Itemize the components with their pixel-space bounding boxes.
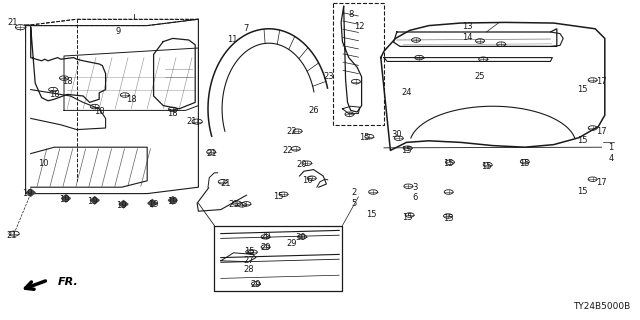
Text: 5: 5 [351,199,356,208]
Text: 22: 22 [283,146,293,155]
Polygon shape [148,200,157,207]
Text: 11: 11 [227,36,237,44]
Text: 17: 17 [596,77,607,86]
Text: 15: 15 [401,146,412,155]
Text: 6: 6 [412,193,417,202]
Text: FR.: FR. [58,276,78,287]
Text: 15: 15 [481,162,492,171]
Text: 19: 19 [59,196,69,204]
Text: 23: 23 [323,72,333,81]
Text: 19: 19 [22,189,32,198]
Text: 19: 19 [116,201,127,210]
Text: 21: 21 [228,200,239,209]
Text: 26: 26 [308,106,319,115]
Text: 2: 2 [351,188,356,197]
Text: 19: 19 [168,197,178,206]
Text: 21: 21 [187,117,197,126]
Text: 30: 30 [392,130,402,139]
Text: 29: 29 [286,239,296,248]
Text: 18: 18 [126,95,136,104]
Text: 21: 21 [221,180,231,188]
Text: 29: 29 [260,232,271,241]
Text: 29: 29 [251,280,261,289]
Text: 19: 19 [88,197,98,206]
Text: 19: 19 [148,200,159,209]
Text: 15: 15 [360,133,370,142]
Text: 29: 29 [260,244,271,252]
Text: 27: 27 [243,256,253,265]
Text: 7: 7 [244,24,249,33]
Text: 21: 21 [8,18,18,27]
Text: 15: 15 [273,192,284,201]
Polygon shape [61,195,70,202]
Polygon shape [26,189,35,196]
Text: 18: 18 [94,108,104,116]
Text: 15: 15 [577,188,588,196]
Text: 17: 17 [596,127,607,136]
Text: 22: 22 [286,127,296,136]
Text: 9: 9 [116,28,121,36]
Text: TY24B5000B: TY24B5000B [573,302,630,311]
Text: 17: 17 [596,178,607,187]
Text: 21: 21 [6,231,17,240]
Text: 15: 15 [402,213,412,222]
Text: 30: 30 [296,233,306,242]
Text: 18: 18 [168,109,178,118]
Polygon shape [119,201,128,208]
Text: 13: 13 [462,22,472,31]
Text: 21: 21 [206,149,216,158]
Text: 1: 1 [609,143,614,152]
Polygon shape [168,197,177,204]
Text: 18: 18 [49,90,60,99]
Text: 8: 8 [348,10,353,19]
Text: 15: 15 [244,247,255,256]
Text: 15: 15 [577,85,588,94]
Text: 15: 15 [366,210,376,219]
Text: 3: 3 [412,183,417,192]
Text: 15: 15 [577,136,588,145]
Text: 28: 28 [243,265,253,274]
Text: 24: 24 [401,88,412,97]
Text: 4: 4 [609,154,614,163]
Text: 20: 20 [297,160,307,169]
Text: 10: 10 [38,159,49,168]
Polygon shape [90,197,99,204]
Text: 15: 15 [520,159,530,168]
Text: 12: 12 [355,22,365,31]
Text: 18: 18 [62,77,72,86]
Text: 14: 14 [462,33,472,42]
Text: 15: 15 [443,159,453,168]
Text: 25: 25 [475,72,485,81]
Text: 16: 16 [302,176,312,185]
Text: 15: 15 [443,214,453,223]
